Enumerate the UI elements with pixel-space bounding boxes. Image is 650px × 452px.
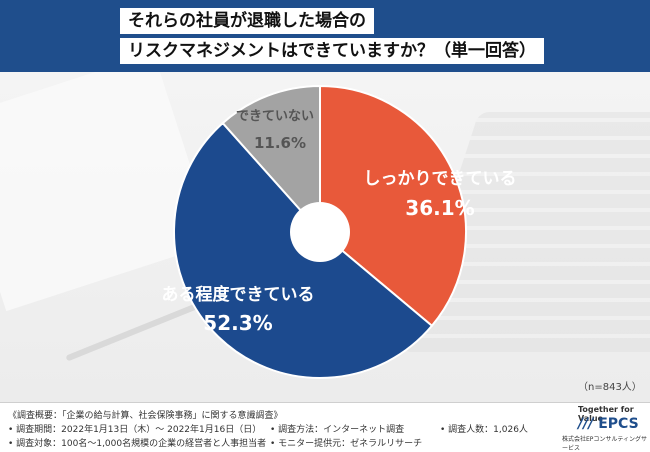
header-bar: それらの社員が退職した場合の リスクマネジメントはできていますか？（単一回答） [0, 0, 650, 72]
survey-overview: 《調査概要：「企業の給与計算、社会保険事務」に関する意識調査》 [8, 411, 283, 421]
logo-mark-icon: /// [578, 416, 599, 432]
slice-value-3: 11.6% [254, 134, 306, 152]
survey-provider: • モニター提供元：ゼネラルリサーチ [270, 439, 423, 449]
logo-name: EPCS [598, 416, 639, 432]
chart-title-line-2: リスクマネジメントはできていますか？（単一回答） [120, 38, 544, 64]
survey-method: • 調査方法：インターネット調査 [270, 425, 405, 435]
slice-label-3: できていない [236, 109, 314, 124]
slice-value-2: 52.3% [203, 311, 272, 335]
survey-target: • 調査対象：100名～1,000名規模の企業の経営者と人事担当者 [8, 439, 267, 449]
survey-period: • 調査期間：2022年1月13日（木）～ 2022年1月16日（日） [8, 425, 262, 435]
survey-count: • 調査人数：1,026人 [440, 425, 528, 435]
slice-label-1: しっかりできている [364, 169, 517, 189]
pie-slice-3 [221, 84, 321, 235]
slice-label-2: ある程度できている [162, 284, 315, 305]
chart-title-line-1: それらの社員が退職した場合の [120, 8, 374, 34]
logo-tagline: Together for Value [578, 405, 634, 423]
logo-company-name: 株式会社EPコンサルティングサービス [562, 436, 648, 452]
sample-size-label: （n=843人） [578, 382, 642, 393]
pie-slice-1 [319, 84, 467, 328]
epcs-logo: /// EPCS [578, 416, 639, 432]
donut-hole [290, 202, 350, 262]
slice-value-1: 36.1% [405, 196, 474, 220]
footer: 《調査概要：「企業の給与計算、社会保険事務」に関する意識調査》 • 調査期間：2… [0, 402, 650, 451]
